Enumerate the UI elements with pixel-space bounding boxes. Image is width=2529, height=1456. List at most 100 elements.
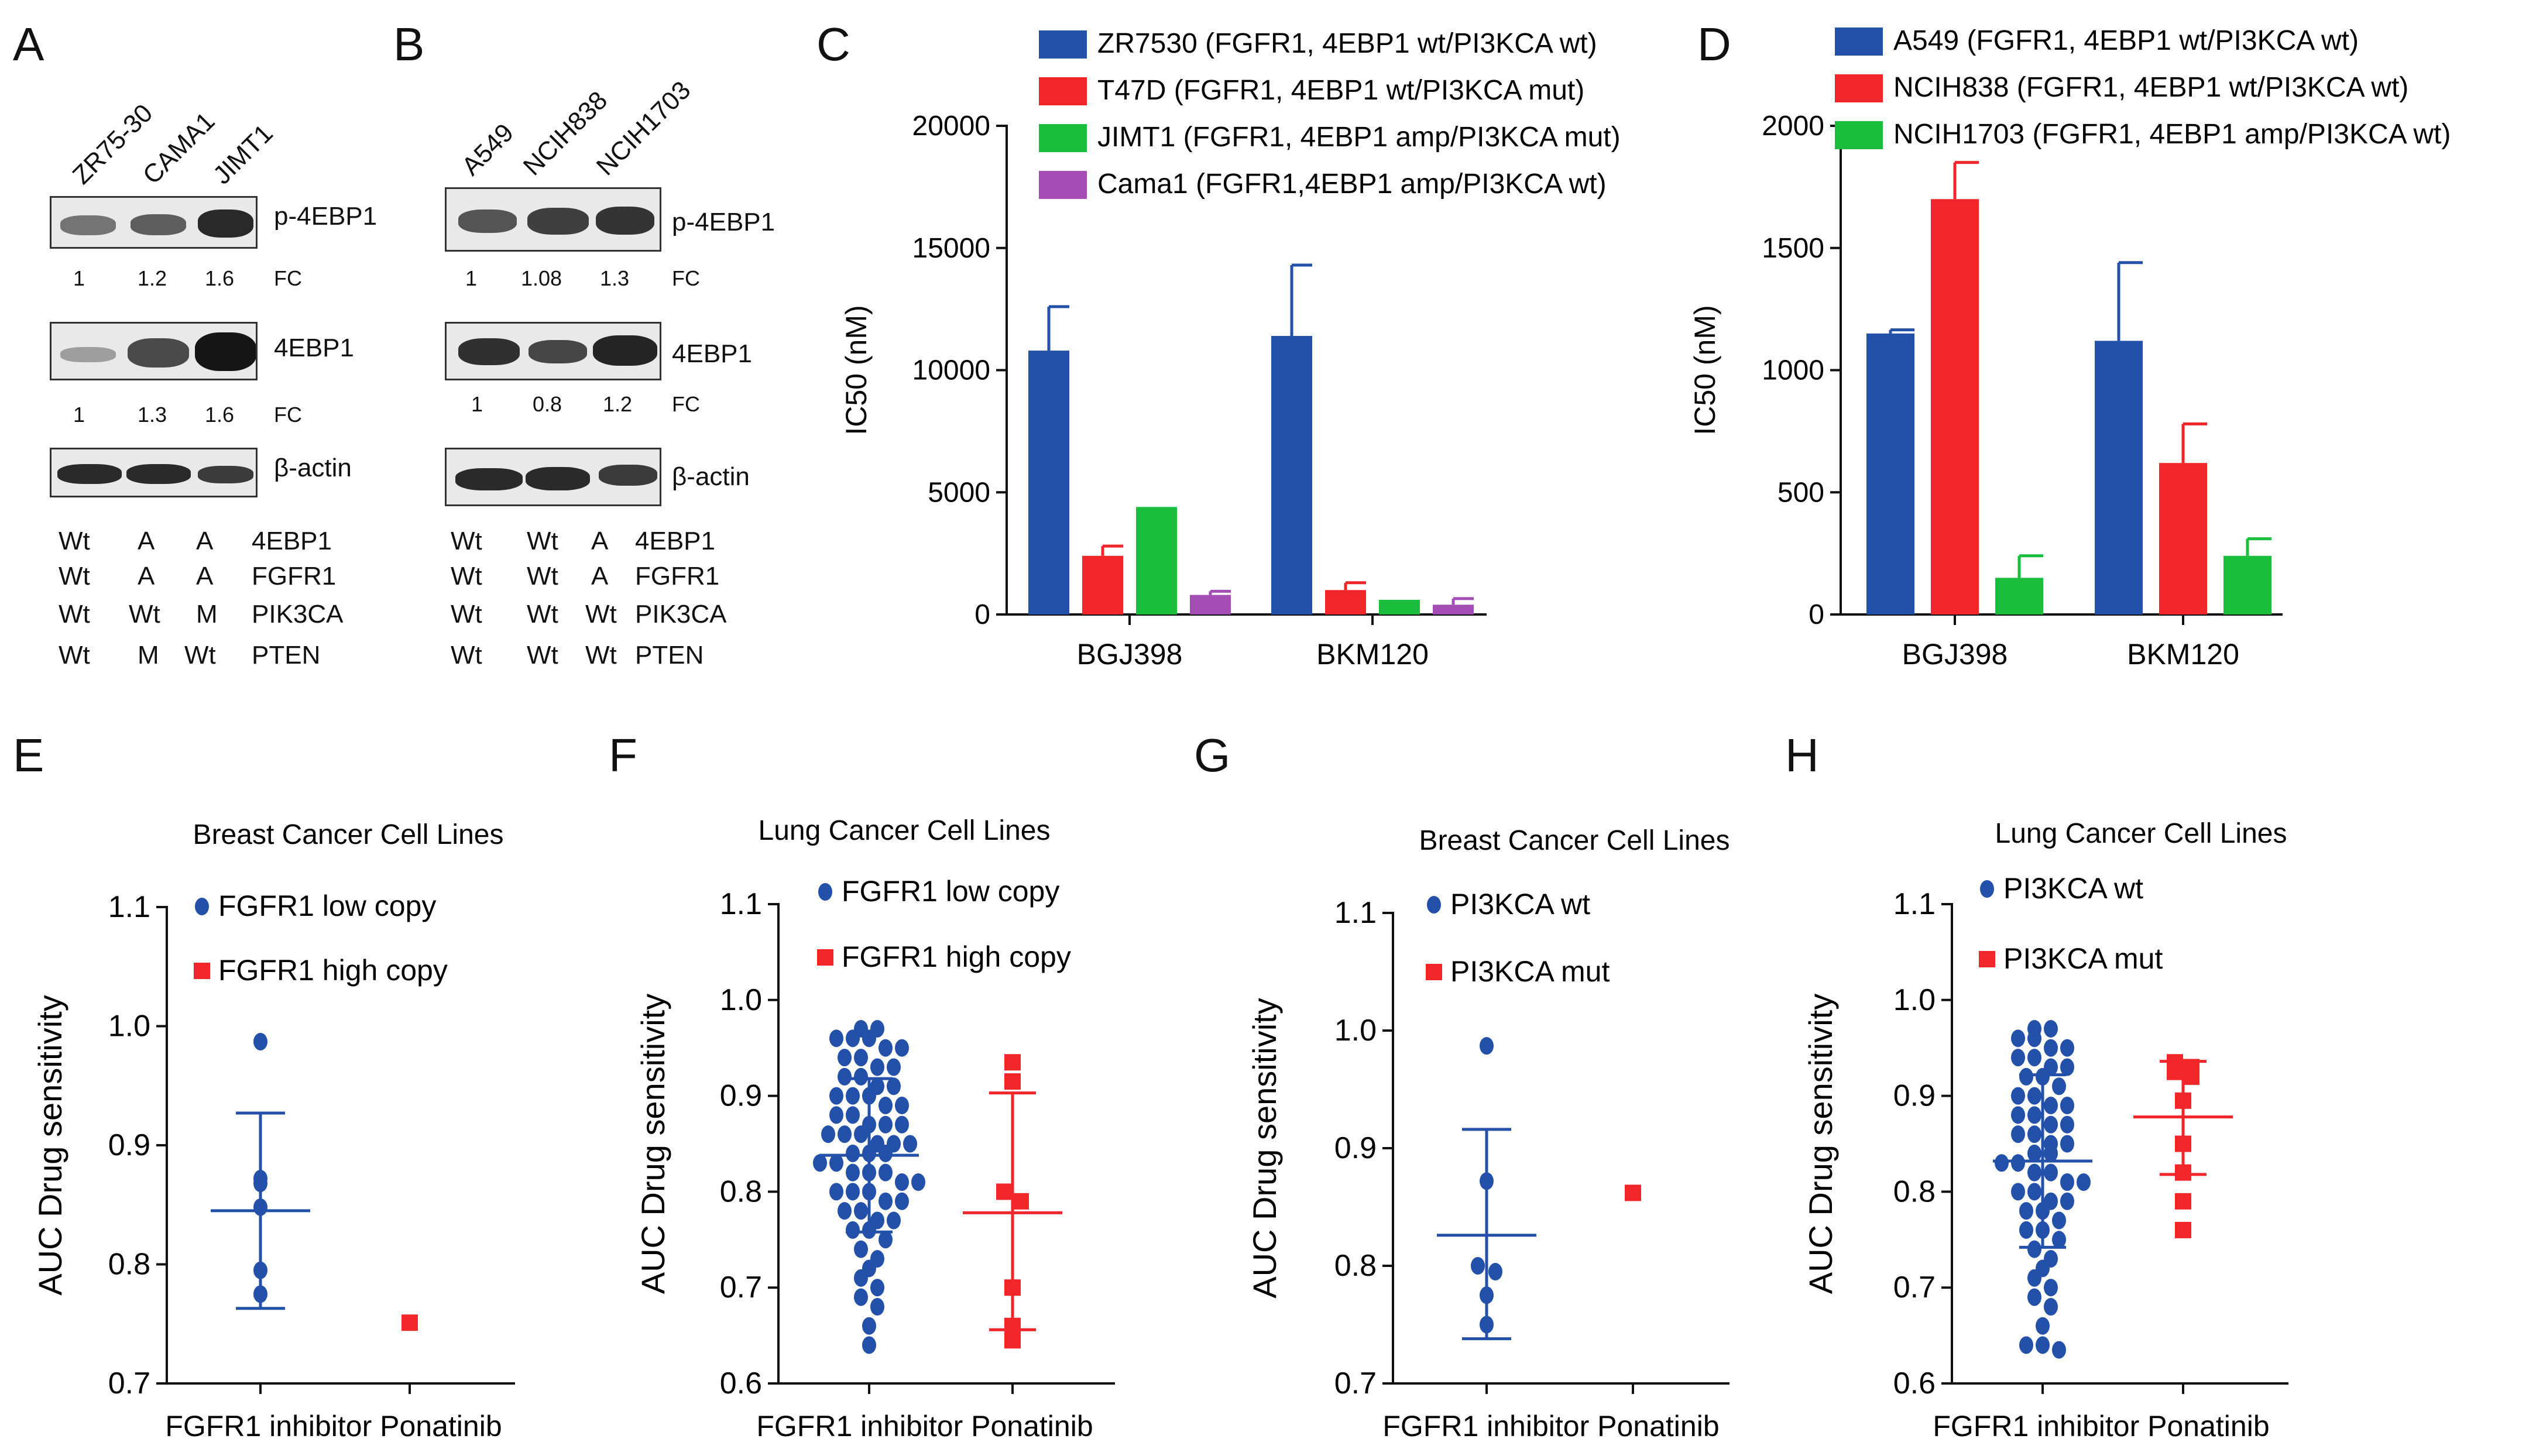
data-point [879, 1115, 893, 1134]
data-point [2027, 1183, 2041, 1201]
y-tick-label: 1.1 [1893, 887, 1936, 921]
data-point [2060, 1039, 2074, 1057]
fold-change: 1 [73, 266, 85, 290]
band [198, 210, 253, 238]
genotype-cell: Wt [451, 527, 482, 555]
data-point [2060, 1115, 2074, 1134]
data-point [2011, 1029, 2025, 1048]
data-point [829, 1087, 843, 1105]
legend-label: PI3KCA mut [1450, 955, 1610, 988]
panel-label-c: C [816, 18, 850, 70]
band [529, 340, 587, 363]
x-axis-label: FGFR1 inhibitor Ponatinib [1933, 1410, 2269, 1443]
data-point [2027, 1087, 2041, 1105]
data-point [1004, 1332, 1021, 1349]
blot-row-label: p-4EBP1 [672, 208, 775, 236]
data-point [862, 1336, 876, 1354]
data-point [887, 1211, 901, 1230]
genotype-cell: A [196, 562, 214, 590]
data-point [2175, 1193, 2191, 1210]
data-point [2027, 1049, 2041, 1067]
y-axis-label: AUC Drug sensitivity [1246, 998, 1283, 1298]
data-point [1004, 1054, 1021, 1071]
y-tick-label: 0.7 [720, 1270, 762, 1304]
fold-change-label: FC [274, 266, 302, 290]
data-point [2060, 1058, 2074, 1076]
genotype-gene: FGFR1 [635, 562, 720, 590]
genotype-cell: Wt [59, 641, 90, 669]
genotype-gene: 4EBP1 [635, 527, 715, 555]
data-point [829, 1029, 843, 1048]
data-point [1004, 1073, 1021, 1090]
data-point [879, 1163, 893, 1182]
data-point [887, 1058, 901, 1076]
band [458, 338, 520, 365]
data-point [2044, 1115, 2058, 1134]
data-point [838, 1067, 852, 1086]
legend-swatch [1835, 74, 1883, 102]
data-point [1995, 1154, 2009, 1172]
genotype-cell: Wt [585, 600, 617, 629]
data-point [846, 1163, 860, 1182]
data-point [895, 1192, 909, 1210]
genotype-cell: Wt [527, 562, 558, 590]
legend-swatch [1835, 28, 1883, 56]
legend-label: NCIH838 (FGFR1, 4EBP1 wt/PI3KCA wt) [1893, 72, 2408, 103]
y-tick-label: 1500 [1762, 233, 1824, 264]
genotype-gene: PTEN [635, 641, 704, 669]
chart-title: Breast Cancer Cell Lines [193, 819, 504, 850]
bar [1136, 507, 1177, 614]
genotype-cell: A [196, 527, 214, 555]
y-axis-label: IC50 (nM) [1689, 305, 1721, 435]
genotype-cell: Wt [451, 641, 482, 669]
fold-change: 1 [471, 392, 483, 416]
data-point [2052, 1231, 2066, 1249]
data-point [2060, 1135, 2074, 1153]
y-tick-label: 0.7 [1893, 1270, 1936, 1304]
data-point [2036, 1317, 2050, 1335]
band [526, 467, 590, 490]
panel-label-a: A [13, 18, 44, 70]
y-tick-label: 1.1 [108, 890, 150, 924]
legend-swatch [1039, 171, 1087, 199]
legend-swatch [1039, 77, 1087, 105]
fold-change: 1.2 [138, 266, 167, 290]
genotype-cell: A [591, 562, 609, 590]
blot-row-label: β-actin [274, 454, 352, 482]
lane-label: A549 [456, 118, 519, 181]
legend-marker [194, 963, 210, 979]
band [131, 214, 186, 235]
band [596, 207, 654, 235]
y-tick-label: 500 [1777, 477, 1824, 508]
data-point [996, 1183, 1013, 1200]
data-point [911, 1173, 925, 1191]
legend-marker [817, 949, 833, 966]
scatter-chart-f: Lung Cancer Cell Lines 0.6 0.7 0.8 0.9 1.0 1.1… [634, 815, 1115, 1443]
legend-label: T47D (FGFR1, 4EBP1 wt/PI3KCA mut) [1097, 75, 1584, 106]
legend-swatch [1835, 121, 1883, 149]
data-point [2044, 1144, 2058, 1162]
data-point [829, 1154, 843, 1172]
data-point [2077, 1173, 2091, 1191]
x-axis-label: FGFR1 inhibitor Ponatinib [1382, 1410, 1719, 1443]
data-point [1625, 1184, 1641, 1201]
bar [1379, 599, 1420, 614]
data-point [846, 1183, 860, 1201]
data-point [2183, 1068, 2199, 1085]
x-tick-label: BGJ398 [1902, 638, 2008, 671]
y-tick-label: 0.8 [720, 1175, 762, 1208]
data-point [870, 1297, 884, 1316]
data-point [2060, 1173, 2074, 1191]
panel-label-g: G [1194, 729, 1231, 781]
legend-marker [818, 883, 832, 901]
data-point [854, 1288, 868, 1306]
x-axis-label: FGFR1 inhibitor Ponatinib [756, 1410, 1093, 1443]
genotype-cell: M [138, 641, 159, 669]
data-point [895, 1096, 909, 1114]
y-tick-label: 2000 [1762, 111, 1824, 142]
y-tick-label: 0 [974, 599, 990, 630]
genotype-cell: Wt [59, 600, 90, 629]
data-point [846, 1087, 860, 1105]
data-point [879, 1039, 893, 1057]
legend-label: A549 (FGFR1, 4EBP1 wt/PI3KCA wt) [1893, 25, 2359, 56]
